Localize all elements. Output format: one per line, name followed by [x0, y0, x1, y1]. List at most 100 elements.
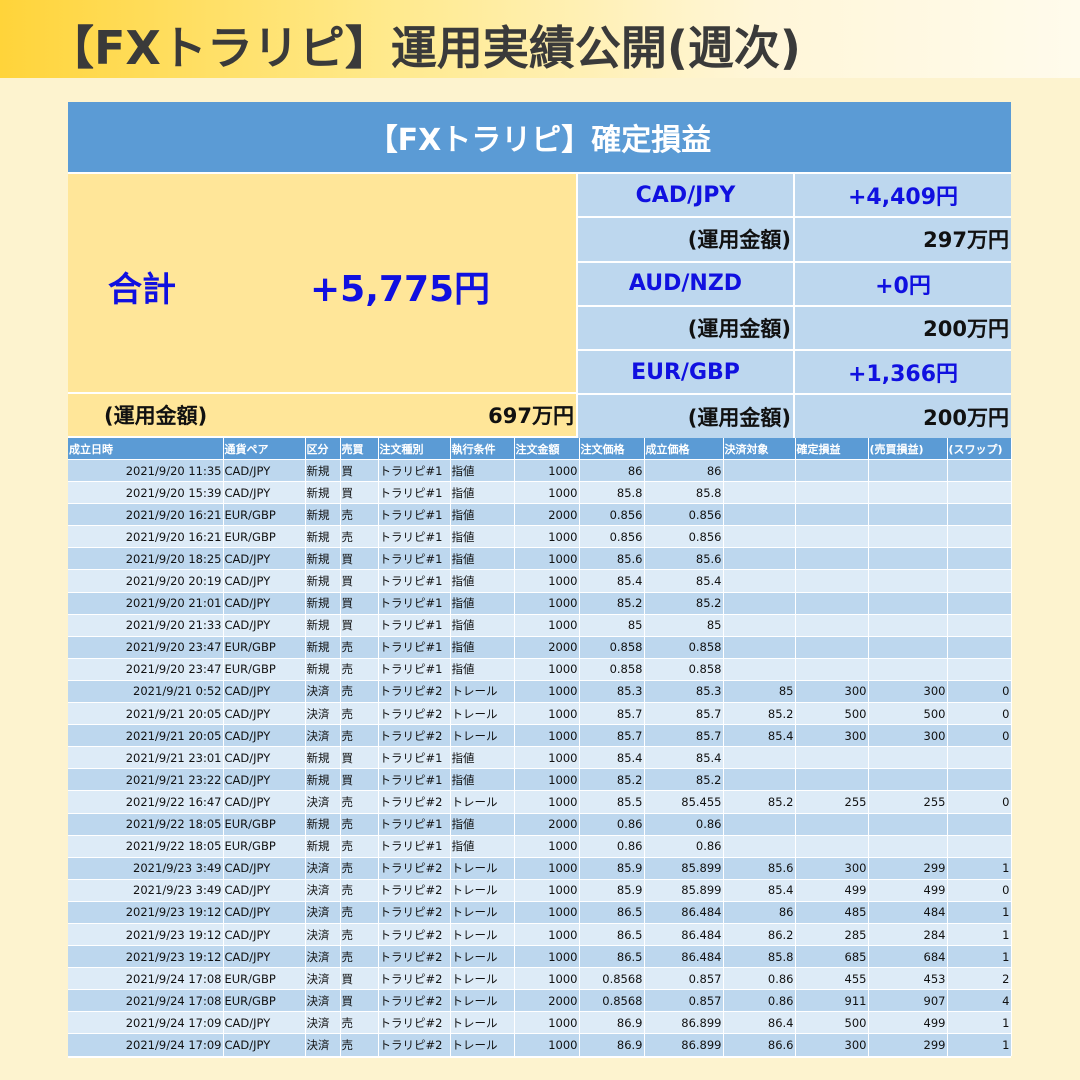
table-cell: EUR/GBP — [223, 834, 306, 858]
table-cell — [723, 503, 796, 526]
table-cell: 1 — [947, 856, 1012, 880]
table-cell: 2 — [947, 967, 1012, 990]
table-cell: 新規 — [305, 503, 341, 526]
table-cell: 2021/9/24 17:09 — [68, 1033, 224, 1056]
table-cell: トラリピ#2 — [378, 878, 451, 902]
table-cell: 1000 — [514, 458, 580, 482]
table-row: 2021/9/23 19:12 CAD/JPY 決済売トラリピ#2 トレール 1000 8… — [68, 900, 1012, 924]
table-cell: 0.86 — [644, 812, 724, 836]
pair-capital-label: (運用金額) — [578, 306, 793, 350]
table-cell: 85.4 — [579, 746, 645, 769]
table-cell: 売 — [340, 922, 379, 946]
table-cell — [723, 613, 796, 637]
column-header: 注文価格 — [579, 438, 645, 460]
table-cell: 指値 — [450, 812, 515, 836]
table-cell: 指値 — [450, 635, 515, 659]
table-row: 2021/9/20 20:19 CAD/JPY 新規買トラリピ#1 指値 1000 85.… — [68, 569, 1012, 593]
table-row: 2021/9/20 18:25 CAD/JPY 新規買トラリピ#1 指値 1000 85.… — [68, 547, 1012, 570]
table-cell: 86.6 — [723, 1033, 796, 1056]
table-row: 2021/9/23 3:49 CAD/JPY 決済売トラリピ#2 トレール 1000 85… — [68, 856, 1012, 880]
table-row: 2021/9/22 16:47 CAD/JPY 決済売トラリピ#2 トレール 1000 8… — [68, 790, 1012, 813]
table-cell: 2021/9/20 23:47 — [68, 635, 224, 659]
table-cell: CAD/JPY — [223, 569, 306, 593]
table-cell: トラリピ#1 — [378, 458, 451, 482]
table-cell: トラリピ#1 — [378, 591, 451, 615]
page-title: 【FXトラリピ】運用実績公開(週次) — [48, 21, 801, 75]
table-cell: 売 — [340, 503, 379, 526]
table-cell — [795, 503, 869, 526]
table-cell: 新規 — [305, 481, 341, 504]
table-cell — [723, 834, 796, 858]
total-value: +5,775円 — [310, 269, 491, 310]
table-cell: 2021/9/20 23:47 — [68, 657, 224, 681]
table-cell: 500 — [795, 702, 869, 725]
table-cell: CAD/JPY — [223, 856, 306, 880]
table-cell — [795, 481, 869, 504]
table-cell: 2021/9/21 23:01 — [68, 746, 224, 769]
table-cell: 決済 — [305, 900, 341, 924]
table-cell: 買 — [340, 613, 379, 637]
table-cell — [868, 746, 948, 769]
table-cell — [795, 525, 869, 548]
table-cell: 買 — [340, 458, 379, 482]
table-cell: トラリピ#2 — [378, 856, 451, 880]
table-cell — [868, 657, 948, 681]
table-cell: 0.8568 — [579, 967, 645, 990]
table-cell: 指値 — [450, 481, 515, 504]
table-cell: 2021/9/20 16:21 — [68, 525, 224, 548]
table-cell: 1000 — [514, 945, 580, 968]
table-cell: 85 — [579, 613, 645, 637]
table-cell — [947, 569, 1012, 593]
table-cell — [723, 569, 796, 593]
table-cell: 86.484 — [644, 922, 724, 946]
table-cell: トレール — [450, 900, 515, 924]
table-cell: トレール — [450, 702, 515, 725]
table-cell — [723, 591, 796, 615]
pair-name: EUR/GBP — [578, 351, 793, 394]
table-cell: 2021/9/21 20:05 — [68, 724, 224, 747]
table-cell: 300 — [795, 724, 869, 747]
table-row: 2021/9/21 23:22 CAD/JPY 新規買トラリピ#1 指値 1000 85.… — [68, 768, 1012, 791]
table-cell — [947, 613, 1012, 637]
table-cell: 買 — [340, 481, 379, 504]
table-row: 2021/9/20 23:47 EUR/GBP 新規売トラリピ#1 指値 2000 0.8… — [68, 635, 1012, 659]
table-cell: 86.899 — [644, 1011, 724, 1034]
pair-name: CAD/JPY — [578, 174, 793, 217]
table-cell: トレール — [450, 922, 515, 946]
table-cell: 指値 — [450, 768, 515, 791]
table-cell: EUR/GBP — [223, 503, 306, 526]
pair-pnl: +4,409円 — [795, 174, 1011, 217]
table-cell: CAD/JPY — [223, 1011, 306, 1034]
table-cell: CAD/JPY — [223, 1033, 306, 1056]
table-cell: CAD/JPY — [223, 768, 306, 791]
table-cell: EUR/GBP — [223, 812, 306, 836]
table-cell: トレール — [450, 989, 515, 1012]
table-cell: 85.3 — [644, 679, 724, 703]
table-cell: 86.2 — [723, 922, 796, 946]
table-cell: 86.5 — [579, 945, 645, 968]
table-cell: 売 — [340, 679, 379, 703]
table-cell: EUR/GBP — [223, 525, 306, 548]
table-cell: 86 — [723, 900, 796, 924]
table-cell: トレール — [450, 790, 515, 813]
table-cell — [868, 834, 948, 858]
table-cell: 2021/9/22 18:05 — [68, 834, 224, 858]
table-cell: 買 — [340, 967, 379, 990]
table-cell: CAD/JPY — [223, 481, 306, 504]
table-cell: 2021/9/24 17:09 — [68, 1011, 224, 1034]
table-cell: 0.856 — [579, 525, 645, 548]
table-cell: 1000 — [514, 900, 580, 924]
table-cell — [947, 812, 1012, 836]
table-cell: 1000 — [514, 547, 580, 570]
table-cell: トラリピ#1 — [378, 613, 451, 637]
table-cell: 0.856 — [644, 525, 724, 548]
table-cell: 4 — [947, 989, 1012, 1012]
total-capital-label: (運用金額) — [104, 404, 208, 428]
table-cell: 新規 — [305, 746, 341, 769]
table-cell: 85.7 — [579, 702, 645, 725]
column-header: 成立価格 — [644, 438, 724, 460]
total-box: 合計 +5,775円 — [68, 174, 576, 392]
table-cell — [723, 481, 796, 504]
table-row: 2021/9/22 18:05 EUR/GBP 新規売トラリピ#1 指値 2000 0.8… — [68, 812, 1012, 836]
table-row: 2021/9/24 17:09 CAD/JPY 決済売トラリピ#2 トレール 1000 8… — [68, 1033, 1012, 1056]
